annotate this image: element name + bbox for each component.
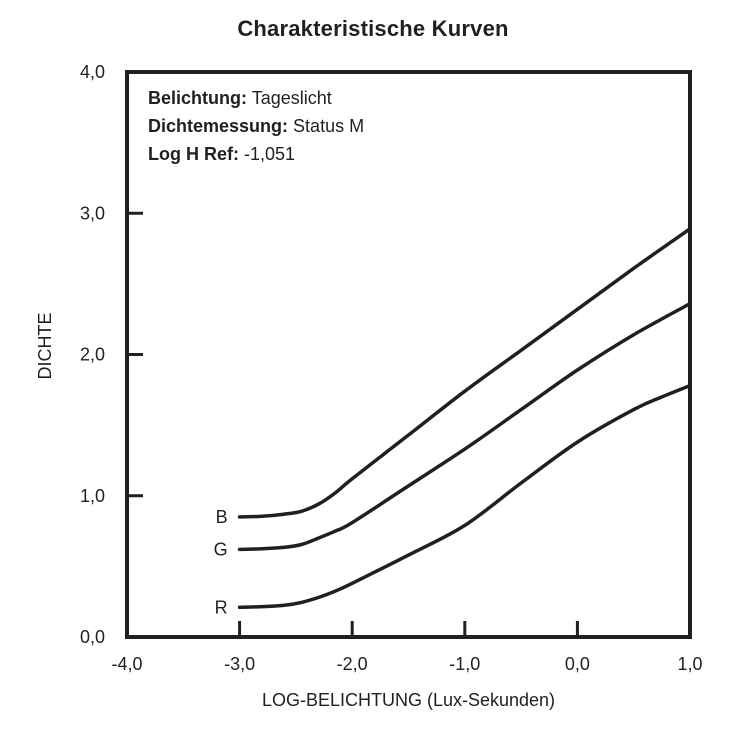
annotation-label: Belichtung: — [148, 88, 247, 108]
curve-r — [237, 383, 692, 610]
annotation-value: Tageslicht — [251, 88, 332, 108]
annotation-line: Dichtemessung: Status M — [148, 112, 364, 140]
chart-title: Charakteristische Kurven — [237, 16, 509, 41]
x-axis-title: LOG-BELICHTUNG (Lux-Sekunden) — [261, 690, 556, 710]
annotation-label: Dichtemessung: — [148, 116, 289, 136]
x-tick-label: -3,0 — [224, 654, 255, 674]
annotation-line: Belichtung: Tageslicht — [148, 84, 364, 112]
y-tick-label: 2,0 — [80, 345, 105, 365]
x-tick-label: -2,0 — [337, 654, 368, 674]
annotation-value: Status M — [293, 116, 365, 136]
x-tick-label: 1,0 — [677, 654, 702, 674]
y-axis-title: DICHTE — [35, 312, 55, 380]
y-tick-label: 0,0 — [80, 627, 105, 647]
y-tick-label: 3,0 — [80, 203, 105, 223]
y-tick-label: 1,0 — [80, 486, 105, 506]
x-tick-label: 0,0 — [565, 654, 590, 674]
curve-g — [237, 301, 692, 552]
x-tick-label: -4,0 — [111, 654, 142, 674]
curve-label-g: G — [214, 539, 228, 559]
annotation-value: -1,051 — [244, 144, 296, 164]
curve-b — [237, 227, 692, 519]
curve-label-r: R — [215, 597, 228, 617]
exposure-info-block: Belichtung: Tageslicht Dichtemessung: St… — [148, 84, 364, 168]
plot-frame — [125, 70, 692, 639]
annotation-label: Log H Ref: — [148, 144, 239, 164]
x-tick-label: -1,0 — [449, 654, 480, 674]
annotation-line: Log H Ref: -1,051 — [148, 140, 364, 168]
curve-label-b: B — [216, 507, 228, 527]
y-tick-label: 4,0 — [80, 62, 105, 82]
